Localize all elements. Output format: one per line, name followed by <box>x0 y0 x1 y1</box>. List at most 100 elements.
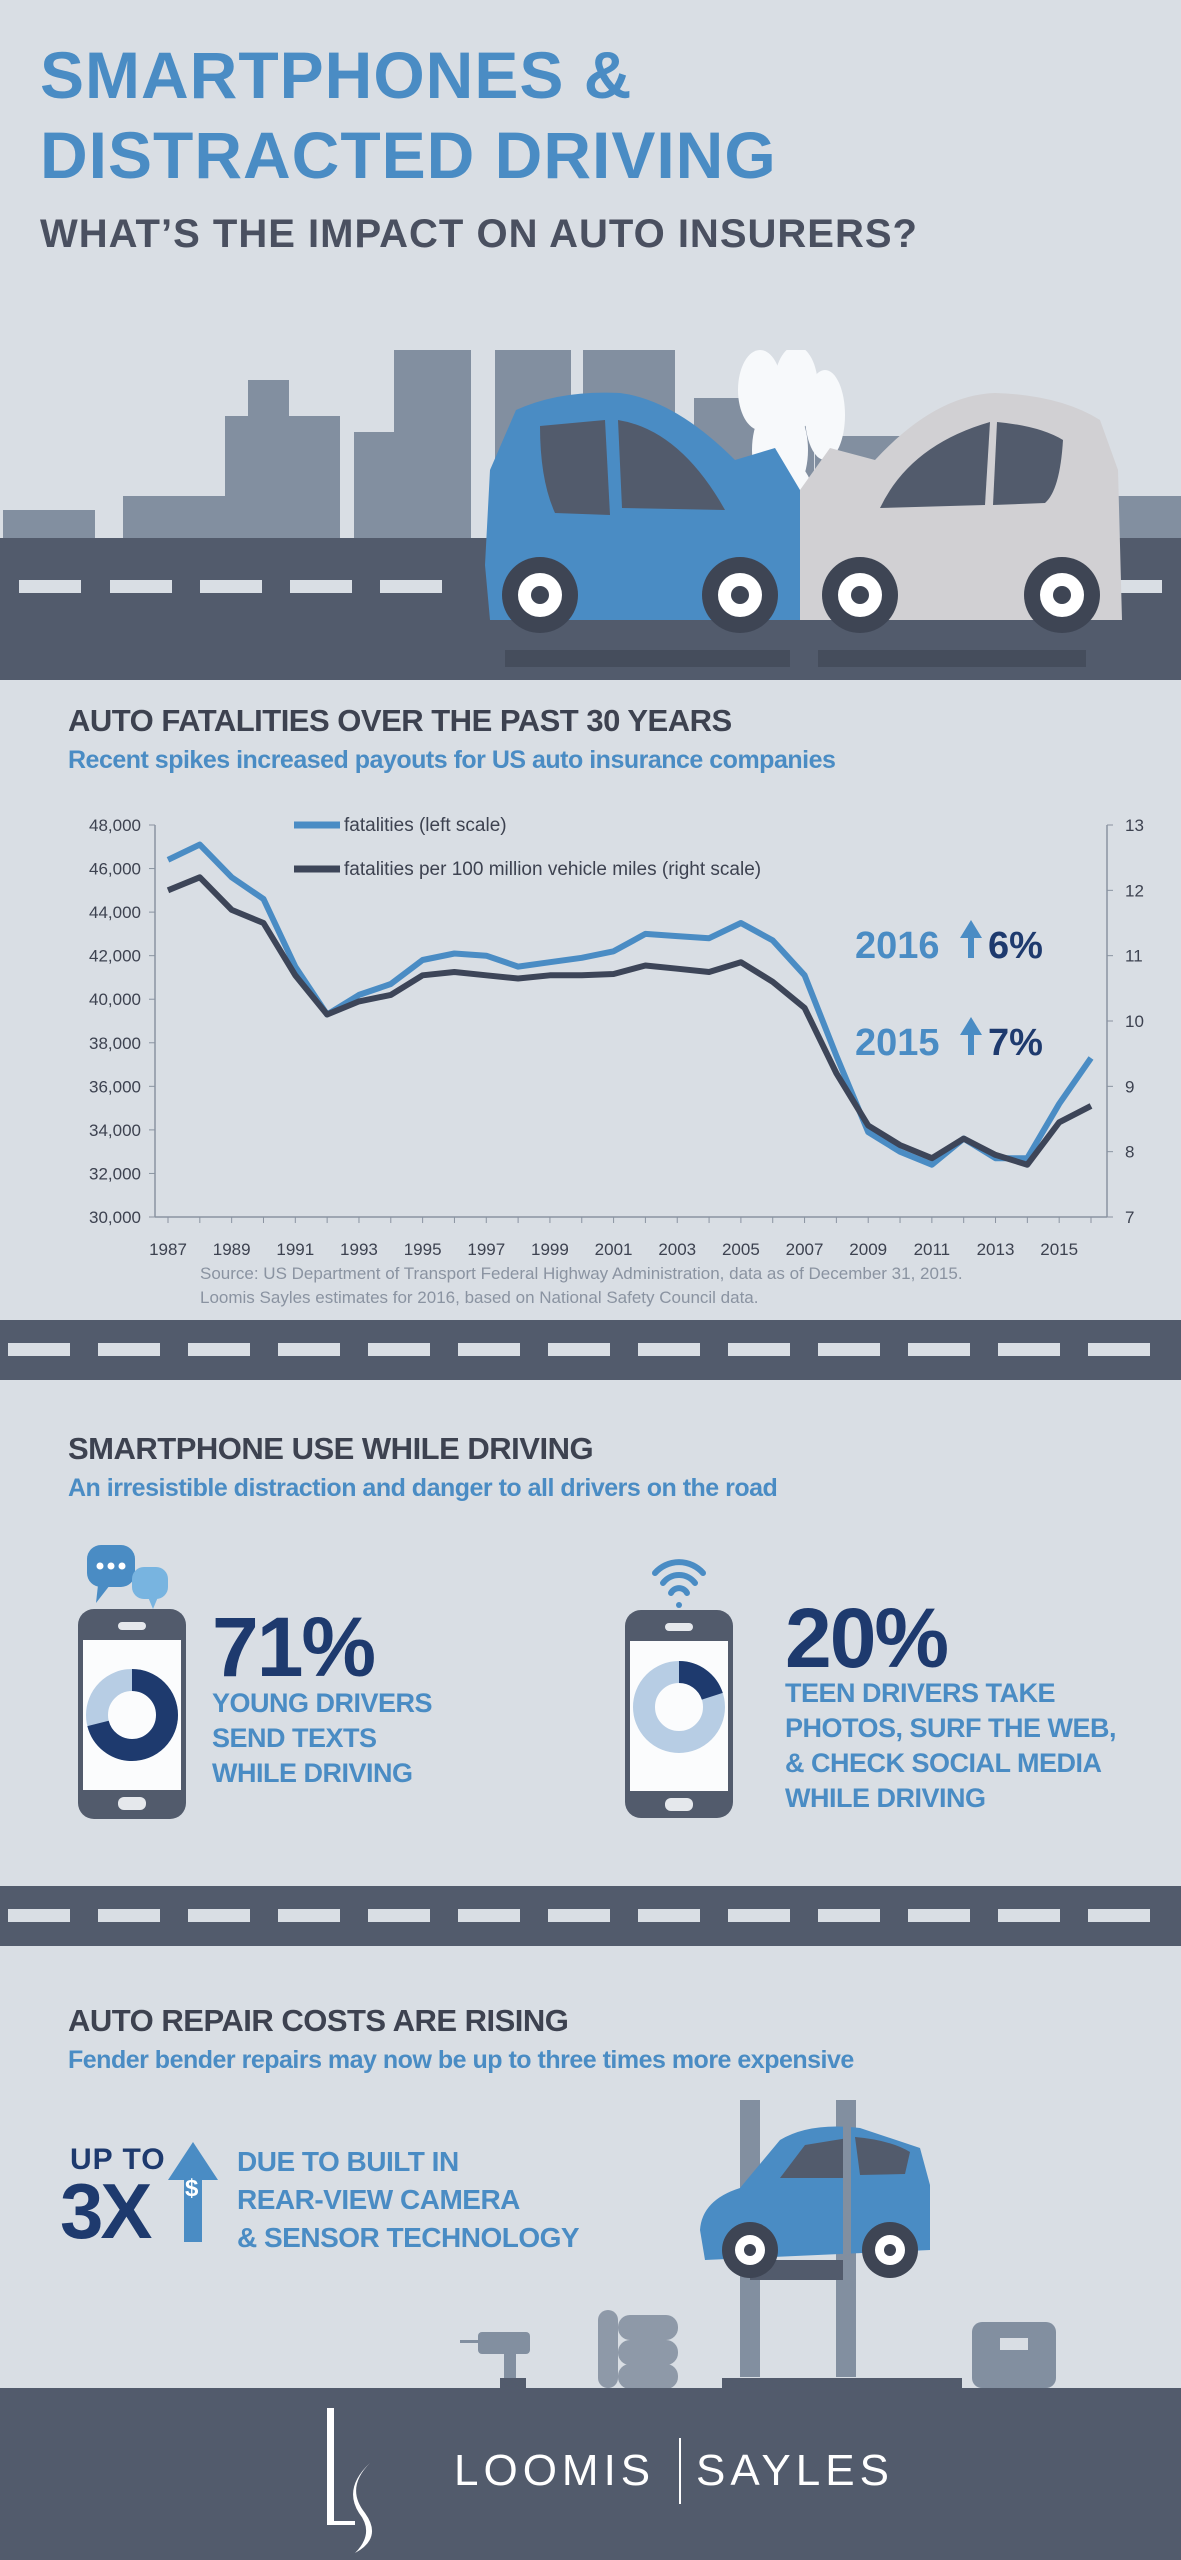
white-car-icon <box>800 393 1122 667</box>
brand-sayles: SAYLES <box>696 2446 894 2495</box>
right-tick-label: 12 <box>1125 881 1144 900</box>
x-tick-label: 2003 <box>658 1240 696 1259</box>
stat-label-line: SEND TEXTS <box>212 1723 377 1753</box>
source-line-1: Source: US Department of Transport Feder… <box>200 1264 963 1283</box>
left-tick-label: 44,000 <box>89 903 141 922</box>
legend-label-rate: fatalities per 100 million vehicle miles… <box>344 859 761 880</box>
phone-texting-illustration <box>78 1545 186 1819</box>
smartphone-subtitle: An irresistible distraction and danger t… <box>68 1474 778 1502</box>
toolbox-icon <box>972 2322 1056 2388</box>
annotation-2015: 2015 7% <box>855 1017 1043 1064</box>
reason-line: DUE TO BUILT IN <box>237 2146 459 2177</box>
wifi-icon <box>652 1559 706 1608</box>
loomis-sayles-logo-mark <box>327 2408 373 2553</box>
left-tick-label: 42,000 <box>89 947 141 966</box>
annotation-2016-year: 2016 <box>855 925 940 967</box>
x-tick-label: 2001 <box>595 1240 633 1259</box>
crash-illustration <box>0 350 1181 680</box>
drill-icon <box>460 2332 530 2388</box>
stat-label-line: YOUNG DRIVERS <box>212 1688 433 1718</box>
up-to-label: UP TO <box>70 2143 166 2176</box>
stat-value-20: 20% <box>785 1591 949 1685</box>
arrow-up-icon <box>960 920 982 958</box>
left-tick-label: 36,000 <box>89 1077 141 1096</box>
donut-chart-20 <box>633 1661 725 1753</box>
x-tick-label: 2007 <box>786 1240 824 1259</box>
left-tick-label: 48,000 <box>89 816 141 835</box>
x-tick-label: 1997 <box>467 1240 505 1259</box>
right-tick-label: 9 <box>1125 1077 1134 1096</box>
annotation-2016-change: 6% <box>988 925 1043 967</box>
reason-line: & SENSOR TECHNOLOGY <box>237 2222 580 2253</box>
annotation-2016: 2016 6% <box>855 920 1043 967</box>
dollar-arrow-up-icon: $ <box>168 2142 218 2242</box>
stat-label-71: YOUNG DRIVERS SEND TEXTS WHILE DRIVING <box>212 1686 433 1791</box>
x-tick-label: 2011 <box>914 1240 951 1259</box>
brand-loomis: LOOMIS <box>454 2446 656 2495</box>
chart-legend: fatalities (left scale) fatalities per 1… <box>294 815 761 880</box>
footer: LOOMIS SAYLES <box>0 2388 1181 2560</box>
stat-label-line: WHILE DRIVING <box>785 1783 986 1813</box>
donut-value-segment <box>86 1669 178 1761</box>
right-tick-label: 7 <box>1125 1208 1134 1227</box>
smartphone-title: SMARTPHONE USE WHILE DRIVING <box>68 1431 594 1466</box>
right-tick-label: 10 <box>1125 1012 1144 1031</box>
annotation-2015-year: 2015 <box>855 1022 940 1064</box>
right-tick-label: 11 <box>1125 947 1143 966</box>
legend-label-fatalities: fatalities (left scale) <box>344 815 507 836</box>
page-subtitle: WHAT’S THE IMPACT ON AUTO INSURERS? <box>40 212 918 256</box>
left-tick-label: 40,000 <box>89 990 141 1009</box>
series-line-fatalities <box>166 841 1094 1168</box>
x-tick-label: 2015 <box>1040 1240 1078 1259</box>
right-tick-label: 8 <box>1125 1143 1134 1162</box>
arrow-up-icon <box>960 1017 982 1055</box>
x-tick-label: 1993 <box>340 1240 378 1259</box>
road-divider <box>0 1320 1181 1380</box>
repair-shop-illustration <box>460 2100 1056 2389</box>
series-line-rate <box>166 874 1093 1168</box>
stat-label-line: WHILE DRIVING <box>212 1758 413 1788</box>
x-tick-label: 2009 <box>849 1240 887 1259</box>
left-tick-label: 38,000 <box>89 1034 141 1053</box>
right-tick-label: 13 <box>1125 816 1144 835</box>
annotation-2015-change: 7% <box>988 1022 1043 1064</box>
x-tick-label: 1989 <box>213 1240 251 1259</box>
reason-line: REAR-VIEW CAMERA <box>237 2184 520 2215</box>
left-tick-label: 34,000 <box>89 1121 141 1140</box>
x-tick-label: 1987 <box>149 1240 187 1259</box>
multiplier-value: 3X <box>60 2167 152 2255</box>
tires-icon <box>598 2310 678 2389</box>
x-tick-label: 2013 <box>977 1240 1015 1259</box>
x-tick-label: 1995 <box>404 1240 442 1259</box>
stat-label-line: PHOTOS, SURF THE WEB, <box>785 1713 1117 1743</box>
stat-value-71: 71% <box>212 1600 376 1694</box>
fatalities-chart: 30,000 32,000 34,000 36,000 38,000 40,000 42,0… <box>89 815 1144 1259</box>
title-line-1: SMARTPHONES & <box>40 38 633 112</box>
donut-value-segment <box>633 1661 725 1753</box>
donut-chart-71 <box>86 1669 178 1761</box>
left-tick-label: 46,000 <box>89 860 141 879</box>
repair-subtitle: Fender bender repairs may now be up to t… <box>68 2046 854 2074</box>
x-tick-label: 2005 <box>722 1240 760 1259</box>
repair-reason: DUE TO BUILT IN REAR-VIEW CAMERA & SENSO… <box>237 2143 580 2257</box>
stat-label-20: TEEN DRIVERS TAKE PHOTOS, SURF THE WEB, … <box>785 1676 1117 1816</box>
blue-car-icon <box>485 392 800 667</box>
lifted-car-icon <box>700 2126 930 2278</box>
fatalities-subtitle: Recent spikes increased payouts for US a… <box>68 746 836 774</box>
chat-bubbles-icon <box>87 1545 168 1609</box>
left-tick-label: 30,000 <box>89 1208 141 1227</box>
stat-label-line: & CHECK SOCIAL MEDIA <box>785 1748 1102 1778</box>
chart-source: Source: US Department of Transport Feder… <box>200 1262 963 1310</box>
phone-browsing-illustration <box>625 1559 733 1818</box>
source-line-2: Loomis Sayles estimates for 2016, based … <box>200 1288 759 1307</box>
road-divider <box>0 1886 1181 1946</box>
x-tick-label: 1991 <box>276 1240 314 1259</box>
lane-dashes <box>19 580 1162 593</box>
brand-divider <box>679 2438 681 2504</box>
repair-title: AUTO REPAIR COSTS ARE RISING <box>68 2003 569 2038</box>
stat-label-line: TEEN DRIVERS TAKE <box>785 1678 1056 1708</box>
left-tick-label: 32,000 <box>89 1164 141 1183</box>
fatalities-title: AUTO FATALITIES OVER THE PAST 30 YEARS <box>68 703 732 738</box>
dollar-sign: $ <box>185 2175 199 2202</box>
x-tick-label: 1999 <box>531 1240 569 1259</box>
